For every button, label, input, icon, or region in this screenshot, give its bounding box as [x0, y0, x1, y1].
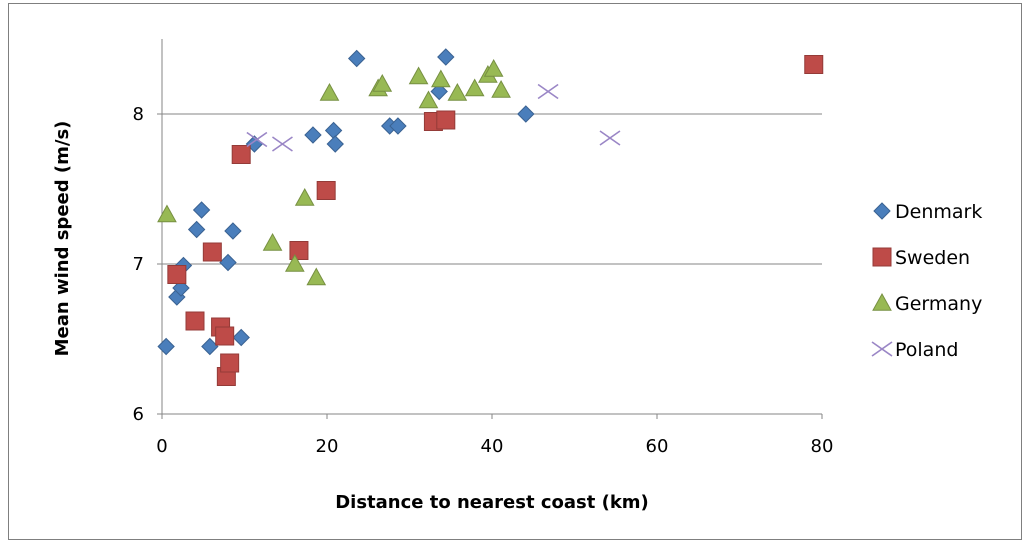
grid-layer — [162, 113, 822, 265]
data-point-sweden — [289, 241, 309, 260]
data-point-denmark — [389, 117, 407, 135]
legend-item-denmark: Denmark — [873, 201, 982, 223]
data-point-poland-stroke — [537, 83, 559, 100]
data-point-poland — [246, 131, 268, 148]
legend-marker-poland-stroke — [871, 341, 893, 357]
data-point-sweden — [231, 145, 251, 164]
series-poland — [246, 83, 621, 152]
data-point-sweden — [215, 326, 235, 346]
data-point-denmark — [201, 337, 219, 356]
data-point-sweden — [185, 311, 205, 331]
data-point-denmark — [517, 105, 535, 123]
data-point-denmark — [157, 337, 175, 356]
legend: Denmark Sweden Germany Poland — [871, 201, 982, 361]
data-point-denmark — [437, 48, 455, 66]
data-point-denmark — [192, 201, 211, 219]
data-point-germany — [319, 82, 340, 101]
data-point-sweden — [316, 181, 336, 200]
x-tick-label: 0 — [156, 436, 167, 457]
data-point-germany — [464, 78, 485, 97]
x-tick-label: 60 — [646, 436, 669, 457]
data-point-germany — [284, 253, 305, 272]
data-point-germany — [408, 66, 429, 85]
data-point-denmark — [347, 49, 366, 68]
data-point-poland — [599, 130, 621, 146]
data-point-germany — [447, 82, 468, 101]
legend-label-germany: Germany — [895, 293, 982, 315]
data-point-denmark — [326, 135, 344, 153]
x-tick-label: 80 — [811, 436, 834, 457]
data-point-denmark — [304, 126, 322, 144]
data-point-germany — [372, 73, 393, 92]
marks-layer — [157, 48, 824, 386]
legend-marker-sweden — [872, 247, 892, 267]
data-point-germany — [418, 90, 439, 109]
data-point-germany — [491, 79, 511, 98]
data-point-poland — [537, 83, 559, 100]
series-denmark — [157, 48, 535, 356]
x-tick-label: 20 — [316, 436, 339, 457]
legend-item-germany: Germany — [872, 292, 982, 315]
legend-item-poland: Poland — [871, 339, 958, 361]
data-point-sweden — [202, 242, 222, 262]
legend-label-sweden: Sweden — [895, 247, 970, 269]
data-point-poland-stroke — [246, 131, 268, 148]
data-point-sweden — [220, 353, 240, 373]
legend-label-poland: Poland — [895, 339, 958, 361]
y-tick-label: 6 — [133, 404, 144, 425]
legend-marker-poland — [871, 341, 893, 357]
y-tick-label: 7 — [133, 254, 144, 275]
data-point-denmark — [232, 328, 250, 347]
data-point-germany — [294, 187, 315, 206]
data-point-denmark — [219, 253, 237, 272]
data-point-germany — [483, 58, 504, 77]
series-germany — [157, 58, 511, 286]
chart-frame: 6 7 8 0 20 40 60 80 Denmark Sweden Germany Poland … — [8, 3, 1022, 540]
legend-marker-germany — [872, 292, 892, 311]
data-point-germany — [431, 69, 451, 88]
data-point-poland — [271, 136, 293, 152]
data-point-denmark — [324, 121, 343, 140]
data-point-germany — [157, 204, 177, 223]
legend-label-denmark: Denmark — [895, 201, 982, 223]
data-point-poland-stroke — [599, 130, 621, 146]
data-point-sweden — [804, 55, 824, 74]
y-axis-title: Mean wind speed (m/s) — [52, 121, 73, 357]
x-tick-label: 40 — [481, 436, 504, 457]
data-point-sweden — [167, 265, 187, 284]
data-point-sweden — [436, 110, 456, 130]
x-axis-title: Distance to nearest coast (km) — [335, 492, 649, 513]
data-point-denmark — [430, 82, 448, 101]
data-point-denmark — [187, 220, 206, 239]
series-sweden — [167, 55, 824, 386]
legend-item-sweden: Sweden — [872, 247, 970, 269]
data-point-poland-stroke — [271, 136, 293, 152]
data-point-germany — [262, 232, 283, 251]
data-point-denmark — [224, 222, 242, 240]
data-point-germany — [306, 267, 327, 286]
y-tick-label: 8 — [133, 104, 144, 125]
legend-marker-denmark — [873, 202, 891, 220]
